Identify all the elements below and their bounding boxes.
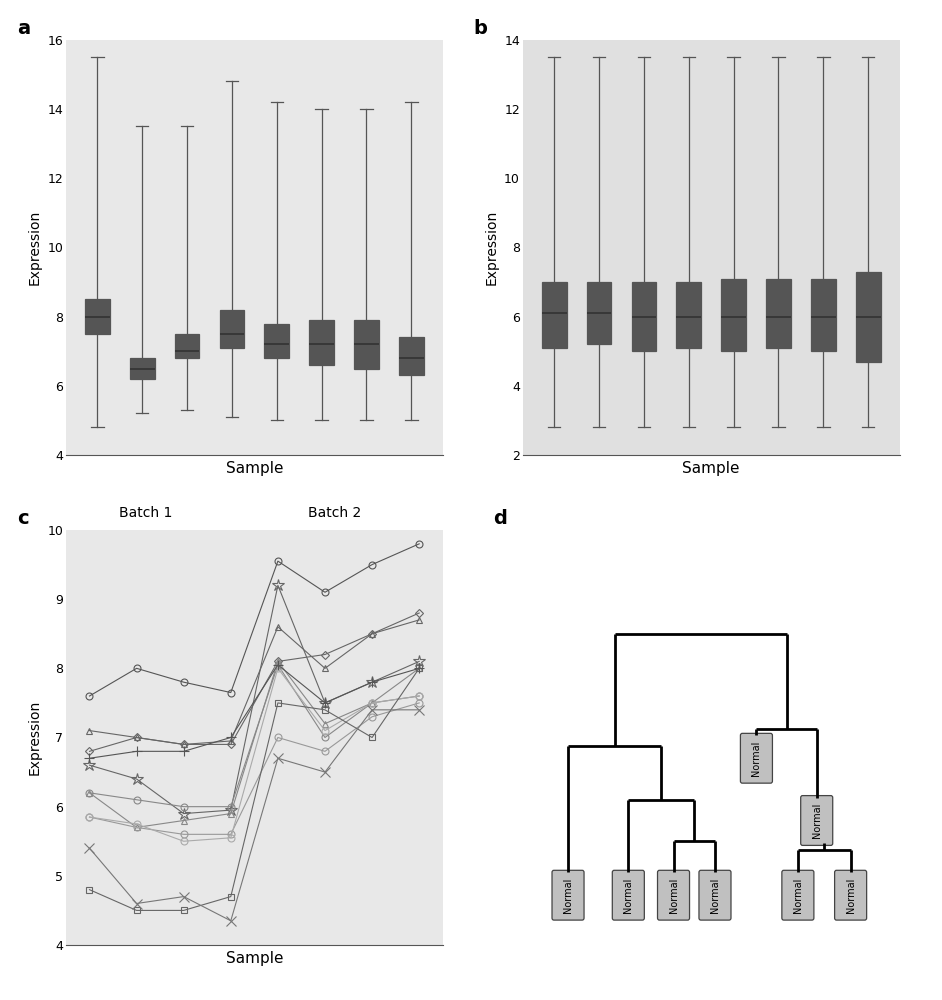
FancyBboxPatch shape	[801, 796, 833, 845]
FancyBboxPatch shape	[835, 870, 867, 920]
Text: Normal: Normal	[669, 878, 678, 913]
Text: Normal: Normal	[812, 803, 821, 838]
Text: Normal: Normal	[793, 878, 803, 913]
PathPatch shape	[766, 279, 791, 348]
Text: Normal: Normal	[710, 878, 720, 913]
Text: Batch 1: Batch 1	[120, 506, 172, 520]
PathPatch shape	[85, 299, 109, 334]
FancyBboxPatch shape	[740, 733, 772, 783]
Y-axis label: Expression: Expression	[27, 700, 41, 775]
PathPatch shape	[219, 310, 244, 348]
PathPatch shape	[309, 320, 334, 365]
FancyBboxPatch shape	[699, 870, 731, 920]
FancyBboxPatch shape	[552, 870, 584, 920]
Text: Normal: Normal	[752, 741, 761, 776]
PathPatch shape	[354, 320, 379, 369]
Text: Normal: Normal	[563, 878, 573, 913]
PathPatch shape	[811, 279, 836, 351]
PathPatch shape	[399, 337, 424, 375]
FancyBboxPatch shape	[612, 870, 644, 920]
PathPatch shape	[676, 282, 701, 348]
PathPatch shape	[587, 282, 611, 344]
PathPatch shape	[542, 282, 566, 348]
Text: Normal: Normal	[624, 878, 633, 913]
Y-axis label: Expression: Expression	[484, 210, 498, 285]
Text: Batch 2: Batch 2	[308, 506, 361, 520]
PathPatch shape	[130, 358, 154, 379]
X-axis label: Sample: Sample	[225, 461, 284, 476]
FancyBboxPatch shape	[782, 870, 814, 920]
X-axis label: Sample: Sample	[225, 951, 284, 966]
Text: a: a	[17, 19, 30, 38]
PathPatch shape	[174, 334, 200, 358]
Text: b: b	[474, 19, 488, 38]
Y-axis label: Expression: Expression	[27, 210, 41, 285]
PathPatch shape	[631, 282, 657, 351]
Text: Normal: Normal	[846, 878, 855, 913]
FancyBboxPatch shape	[658, 870, 690, 920]
Text: c: c	[17, 509, 28, 528]
PathPatch shape	[722, 279, 746, 351]
X-axis label: Sample: Sample	[682, 461, 740, 476]
PathPatch shape	[265, 324, 289, 358]
PathPatch shape	[856, 272, 881, 362]
Text: d: d	[493, 509, 507, 528]
